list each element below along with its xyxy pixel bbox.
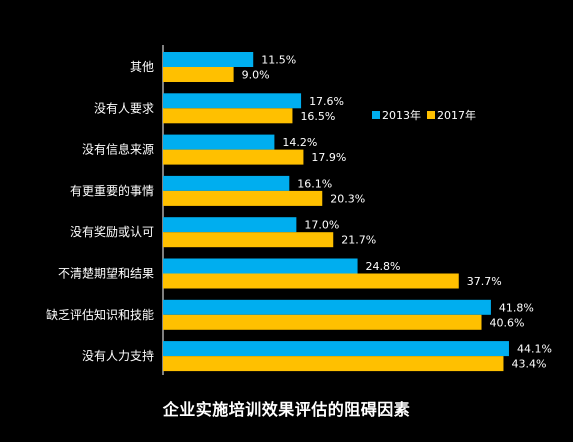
bar-series-2 <box>163 190 323 206</box>
data-label: 16.1% <box>297 177 332 190</box>
chart-title: 企业实施培训效果评估的阻碍因素 <box>162 400 411 419</box>
bar-series-1 <box>163 258 358 274</box>
data-label: 40.6% <box>490 316 525 329</box>
legend-label: 2017年 <box>437 108 476 122</box>
category-label: 没有信息来源 <box>82 142 154 157</box>
labels-layer: 其他 11.5% 9.0% 没有人要求 17.6% 16.5% 没有信息来源 14.2% 17.… <box>46 54 552 371</box>
category-label: 没有奖励或认可 <box>70 224 154 239</box>
bars-layer <box>163 52 509 372</box>
category-label: 没有人力支持 <box>82 348 154 363</box>
category-label: 缺乏评估知识和技能 <box>46 307 154 322</box>
data-label: 9.0% <box>242 69 270 82</box>
bar-series-2 <box>163 273 459 289</box>
category-label: 其他 <box>130 60 154 74</box>
bar-series-1 <box>163 93 302 109</box>
bar-series-1 <box>163 217 297 233</box>
data-label: 37.7% <box>467 275 502 288</box>
data-label: 21.7% <box>341 234 376 247</box>
legend-swatch <box>372 111 380 119</box>
bar-series-1 <box>163 52 254 67</box>
bar-series-1 <box>163 134 275 150</box>
data-label: 17.9% <box>311 151 346 164</box>
bar-series-2 <box>163 67 234 82</box>
data-label: 20.3% <box>330 192 365 205</box>
bar-series-1 <box>163 175 290 191</box>
data-label: 16.5% <box>300 110 335 123</box>
data-label: 14.2% <box>282 136 317 149</box>
legend-label: 2013年 <box>382 108 421 122</box>
category-label: 有更重要的事情 <box>70 183 154 198</box>
bar-series-2 <box>163 108 293 124</box>
bar-series-1 <box>163 341 509 357</box>
data-label: 11.5% <box>261 54 296 67</box>
category-label: 不清楚期望和结果 <box>58 267 154 281</box>
legend: 2013年 2017年 <box>372 108 476 122</box>
data-label: 24.8% <box>366 260 401 273</box>
legend-swatch <box>427 111 435 119</box>
data-label: 43.4% <box>511 358 546 371</box>
bar-series-2 <box>163 232 334 248</box>
data-label: 41.8% <box>499 301 534 314</box>
bar-series-2 <box>163 149 304 165</box>
data-label: 17.6% <box>309 95 344 108</box>
bar-series-2 <box>163 314 482 330</box>
bar-series-2 <box>163 356 504 372</box>
data-label: 17.0% <box>304 219 339 232</box>
category-label: 没有人要求 <box>94 100 154 115</box>
data-label: 44.1% <box>517 343 552 356</box>
bar-series-1 <box>163 299 491 315</box>
